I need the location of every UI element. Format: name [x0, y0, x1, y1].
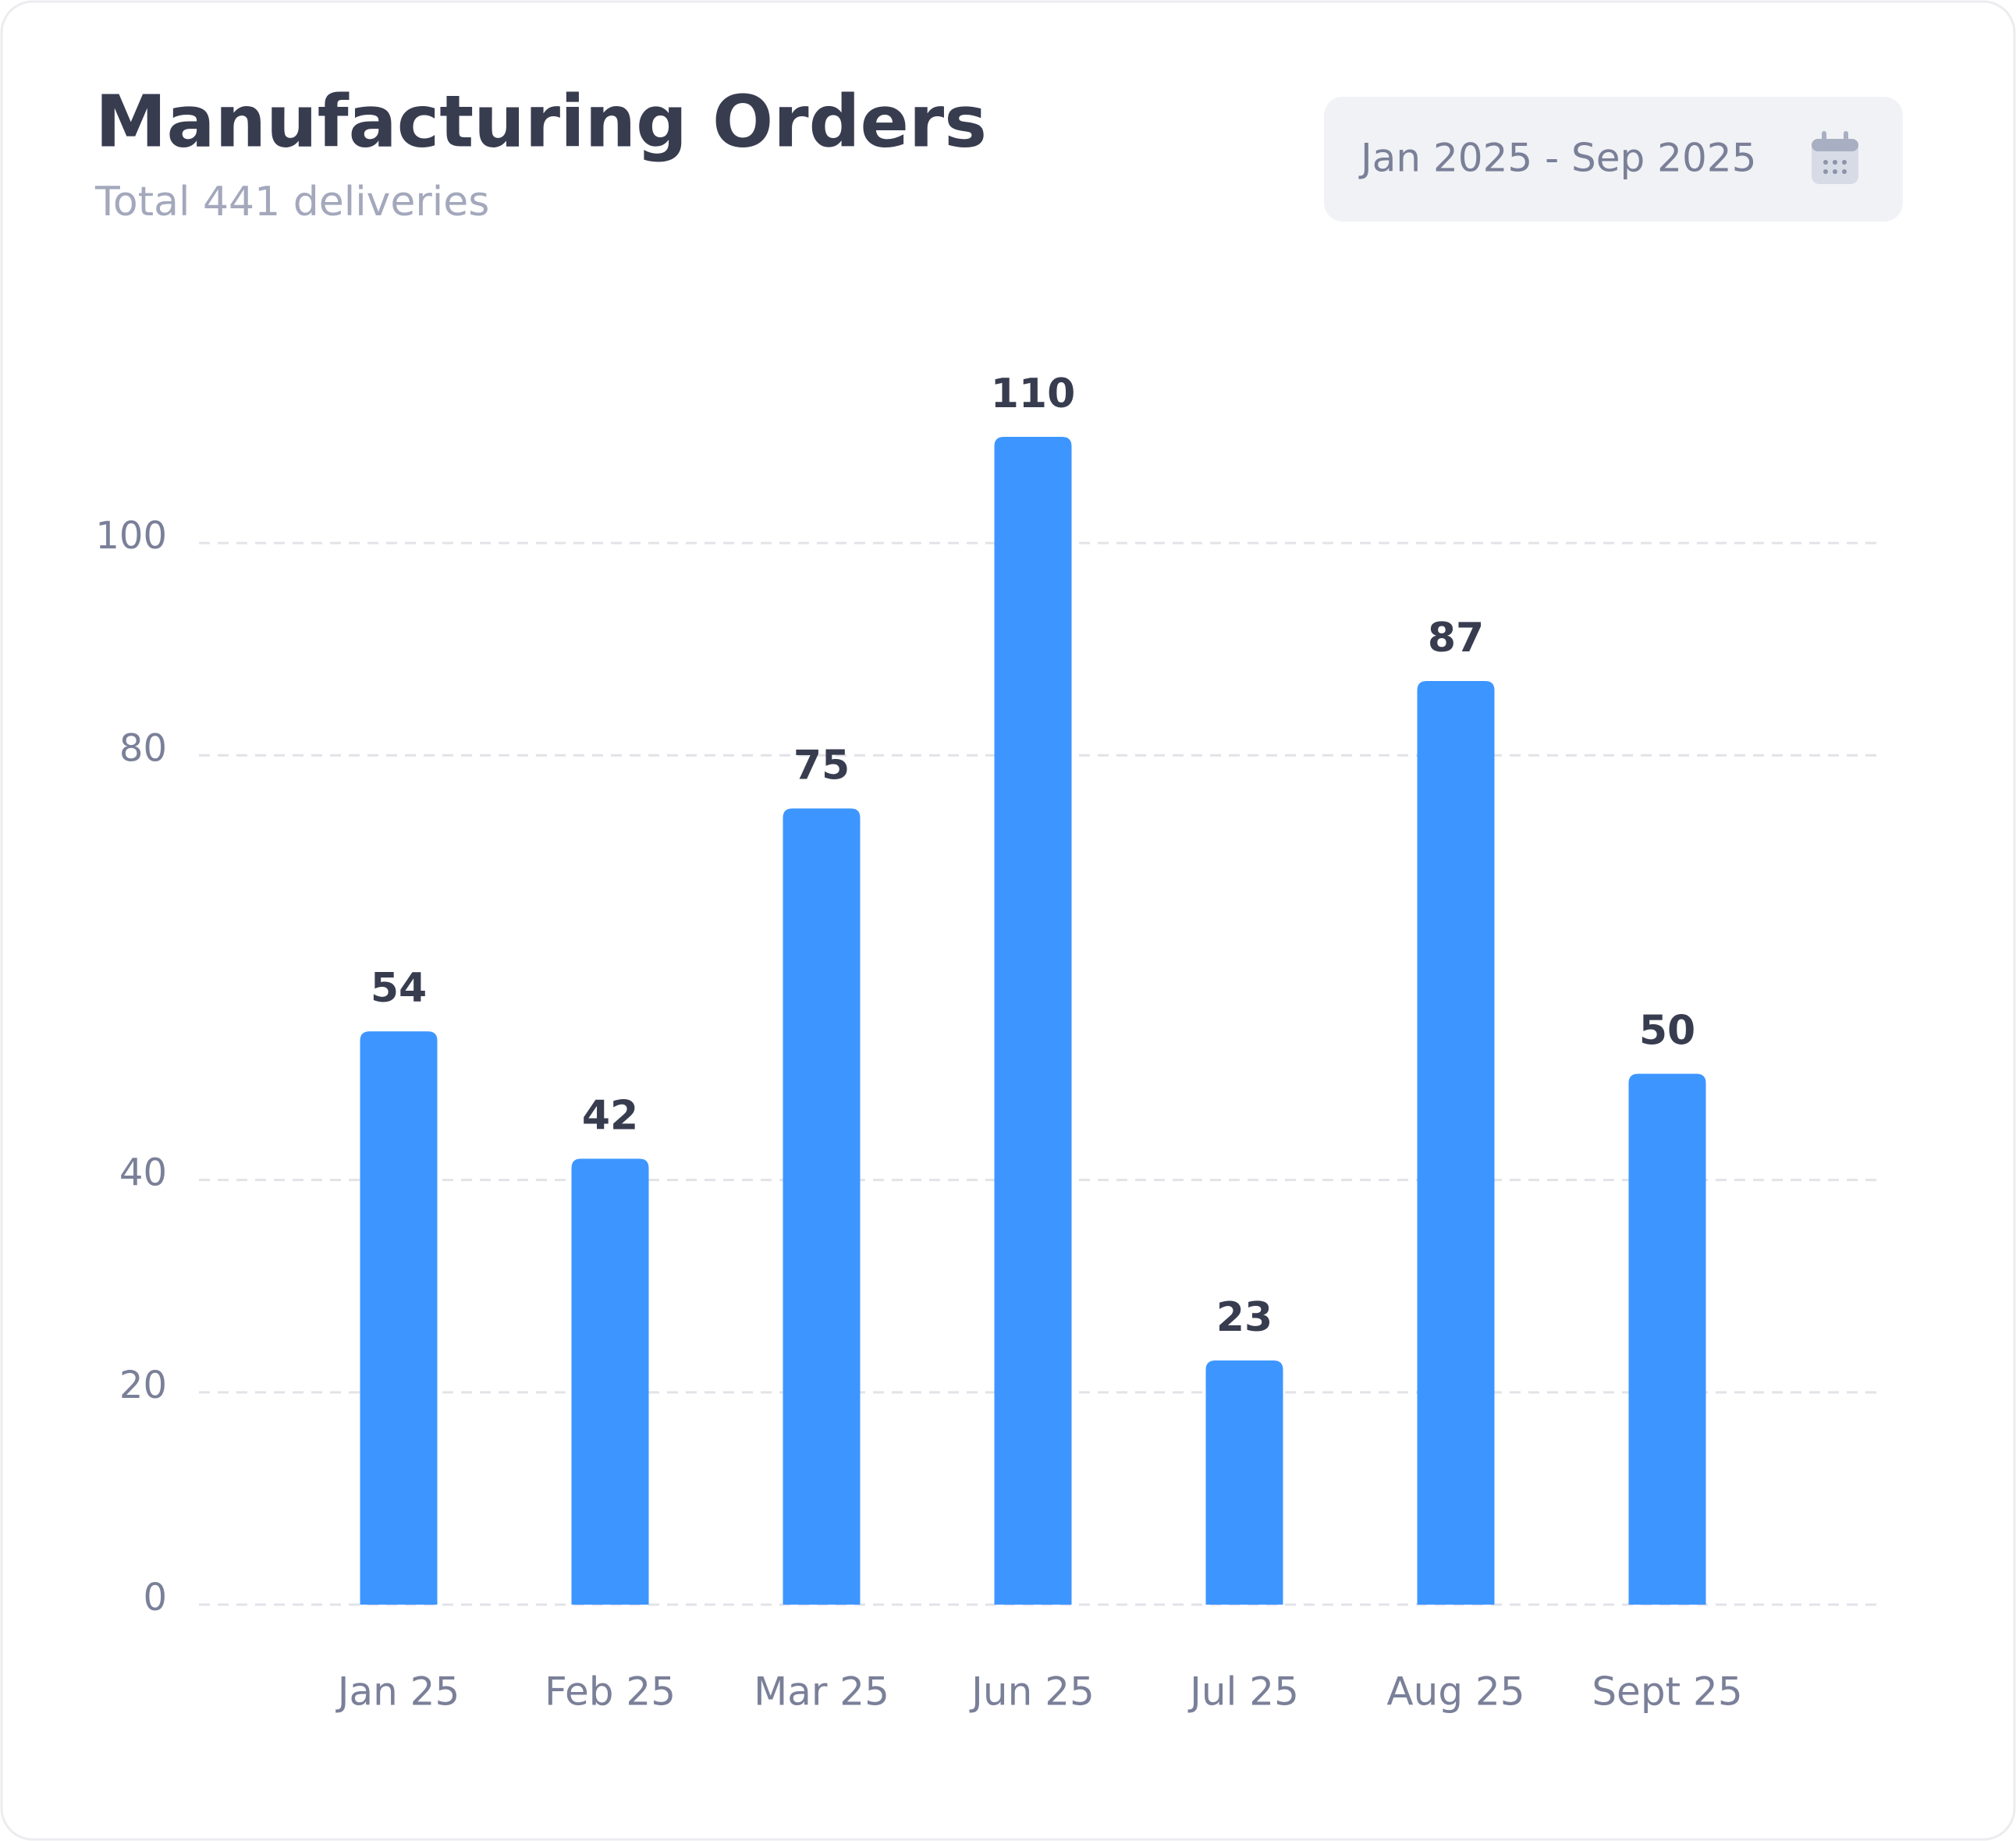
- bar: [360, 1031, 438, 1605]
- bar: [783, 808, 861, 1605]
- chart-title: Manufacturing Orders: [95, 80, 987, 163]
- x-tick-label: Jun 25: [969, 1669, 1095, 1715]
- chart-subtitle: Total 441 deliveries: [94, 179, 489, 225]
- value-label: 87: [1428, 615, 1484, 662]
- bar: [994, 437, 1072, 1605]
- date-picker-bg[interactable]: [1324, 97, 1903, 222]
- y-tick-label: 80: [119, 726, 167, 770]
- x-tick-label: Jan 25: [335, 1669, 460, 1715]
- value-label: 75: [793, 742, 850, 789]
- x-tick-label: Sept 25: [1592, 1669, 1742, 1715]
- value-label: 54: [371, 965, 427, 1012]
- x-tick-label: Aug 25: [1386, 1669, 1524, 1715]
- bar: [1417, 681, 1495, 1605]
- y-tick-label: 20: [119, 1364, 167, 1407]
- bar: [1628, 1073, 1706, 1605]
- calendar-icon[interactable]: [1812, 131, 1858, 184]
- value-label: 110: [991, 371, 1076, 417]
- value-label: 42: [582, 1092, 638, 1139]
- value-label: 50: [1639, 1008, 1695, 1055]
- date-range[interactable]: Jan 2025 - Sep 2025: [1358, 136, 1756, 181]
- x-tick-label: Mar 25: [754, 1669, 889, 1715]
- date-picker[interactable]: Jan 2025 - Sep 2025: [1324, 97, 1903, 222]
- x-tick-label: Feb 25: [545, 1669, 676, 1715]
- value-label: 23: [1216, 1294, 1272, 1341]
- y-tick-label: 100: [95, 514, 167, 558]
- x-tick-label: Jul 25: [1187, 1669, 1299, 1715]
- bar: [1205, 1360, 1283, 1605]
- y-tick-label: 0: [143, 1576, 167, 1619]
- bar: [571, 1158, 649, 1605]
- y-tick-label: 40: [119, 1151, 167, 1195]
